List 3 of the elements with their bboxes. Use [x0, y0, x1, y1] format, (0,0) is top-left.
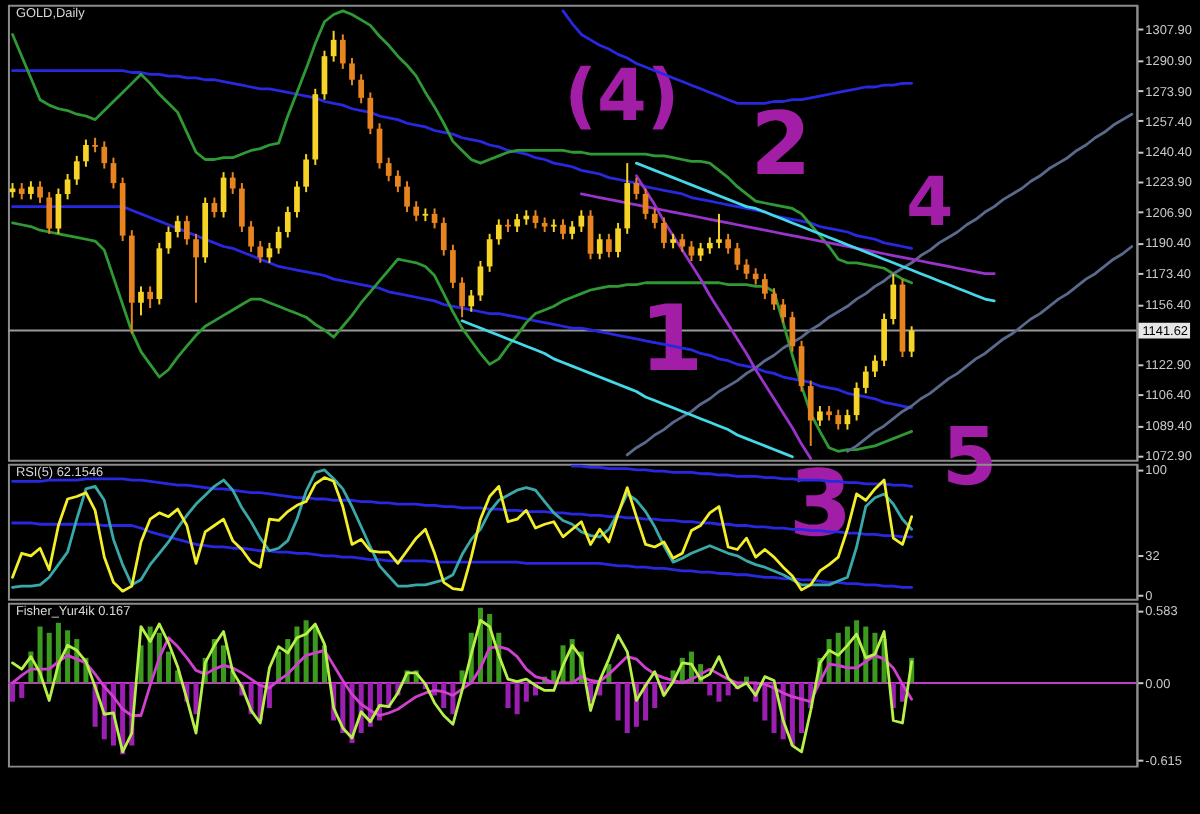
annotation: (4) — [564, 55, 680, 138]
annotation: 4 — [906, 163, 954, 242]
annotation: 2 — [750, 93, 812, 196]
